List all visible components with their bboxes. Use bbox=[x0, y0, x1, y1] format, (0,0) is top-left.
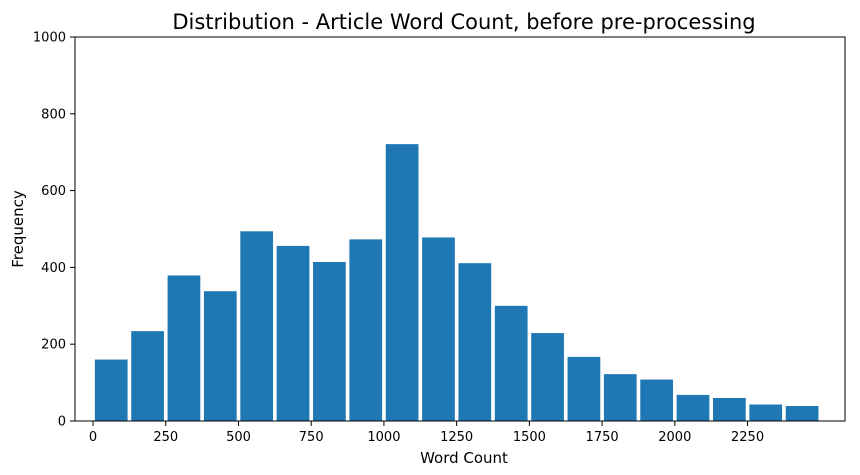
x-tick-label: 1750 bbox=[586, 430, 619, 445]
y-tick-label: 400 bbox=[41, 261, 66, 276]
x-tick-label: 2250 bbox=[731, 430, 764, 445]
histogram-bar bbox=[785, 406, 819, 421]
y-tick-label: 1000 bbox=[33, 31, 66, 46]
y-tick-label: 800 bbox=[41, 107, 66, 122]
y-tick-label: 200 bbox=[41, 338, 66, 353]
histogram-bar bbox=[167, 275, 201, 421]
histogram-bar bbox=[713, 397, 746, 421]
histogram-bar bbox=[385, 144, 419, 421]
x-tick-label: 1500 bbox=[513, 430, 546, 445]
plot-frame bbox=[74, 36, 846, 422]
x-tick-label: 1250 bbox=[440, 430, 473, 445]
histogram-bar bbox=[349, 239, 383, 421]
x-tick-label: 750 bbox=[299, 430, 324, 445]
histogram-bar bbox=[494, 305, 528, 421]
histogram-bar bbox=[94, 359, 128, 421]
histogram-bar bbox=[531, 333, 564, 421]
x-tick-label: 250 bbox=[153, 430, 178, 445]
histogram-bar bbox=[676, 394, 710, 421]
histogram-bar bbox=[422, 237, 455, 421]
histogram-bar bbox=[131, 331, 164, 421]
histogram-bar bbox=[640, 379, 674, 421]
histogram-bar bbox=[749, 404, 783, 421]
histogram-bar bbox=[203, 291, 237, 421]
x-tick-label: 2000 bbox=[658, 430, 691, 445]
chart-title: Distribution - Article Word Count, befor… bbox=[172, 10, 755, 34]
bars-group bbox=[94, 144, 819, 421]
x-tick-label: 500 bbox=[226, 430, 251, 445]
y-tick-label: 0 bbox=[58, 415, 66, 430]
y-axis-ticks: 0 200 400 600 800 1000 bbox=[33, 31, 75, 430]
x-axis-ticks: 0 250 500 750 1000 1250 1500 1750 2000 2250 bbox=[89, 421, 764, 445]
histogram-bar bbox=[240, 231, 274, 421]
x-tick-label: 0 bbox=[89, 430, 97, 445]
histogram-bar bbox=[567, 356, 601, 421]
histogram-bar bbox=[313, 262, 346, 421]
histogram-bar bbox=[276, 245, 310, 421]
x-axis-label: Word Count bbox=[420, 449, 508, 467]
y-axis-label: Frequency bbox=[9, 190, 27, 268]
y-tick-label: 600 bbox=[41, 184, 66, 199]
histogram-bar bbox=[458, 263, 492, 421]
x-tick-label: 1000 bbox=[367, 430, 400, 445]
histogram-bar bbox=[603, 374, 637, 421]
